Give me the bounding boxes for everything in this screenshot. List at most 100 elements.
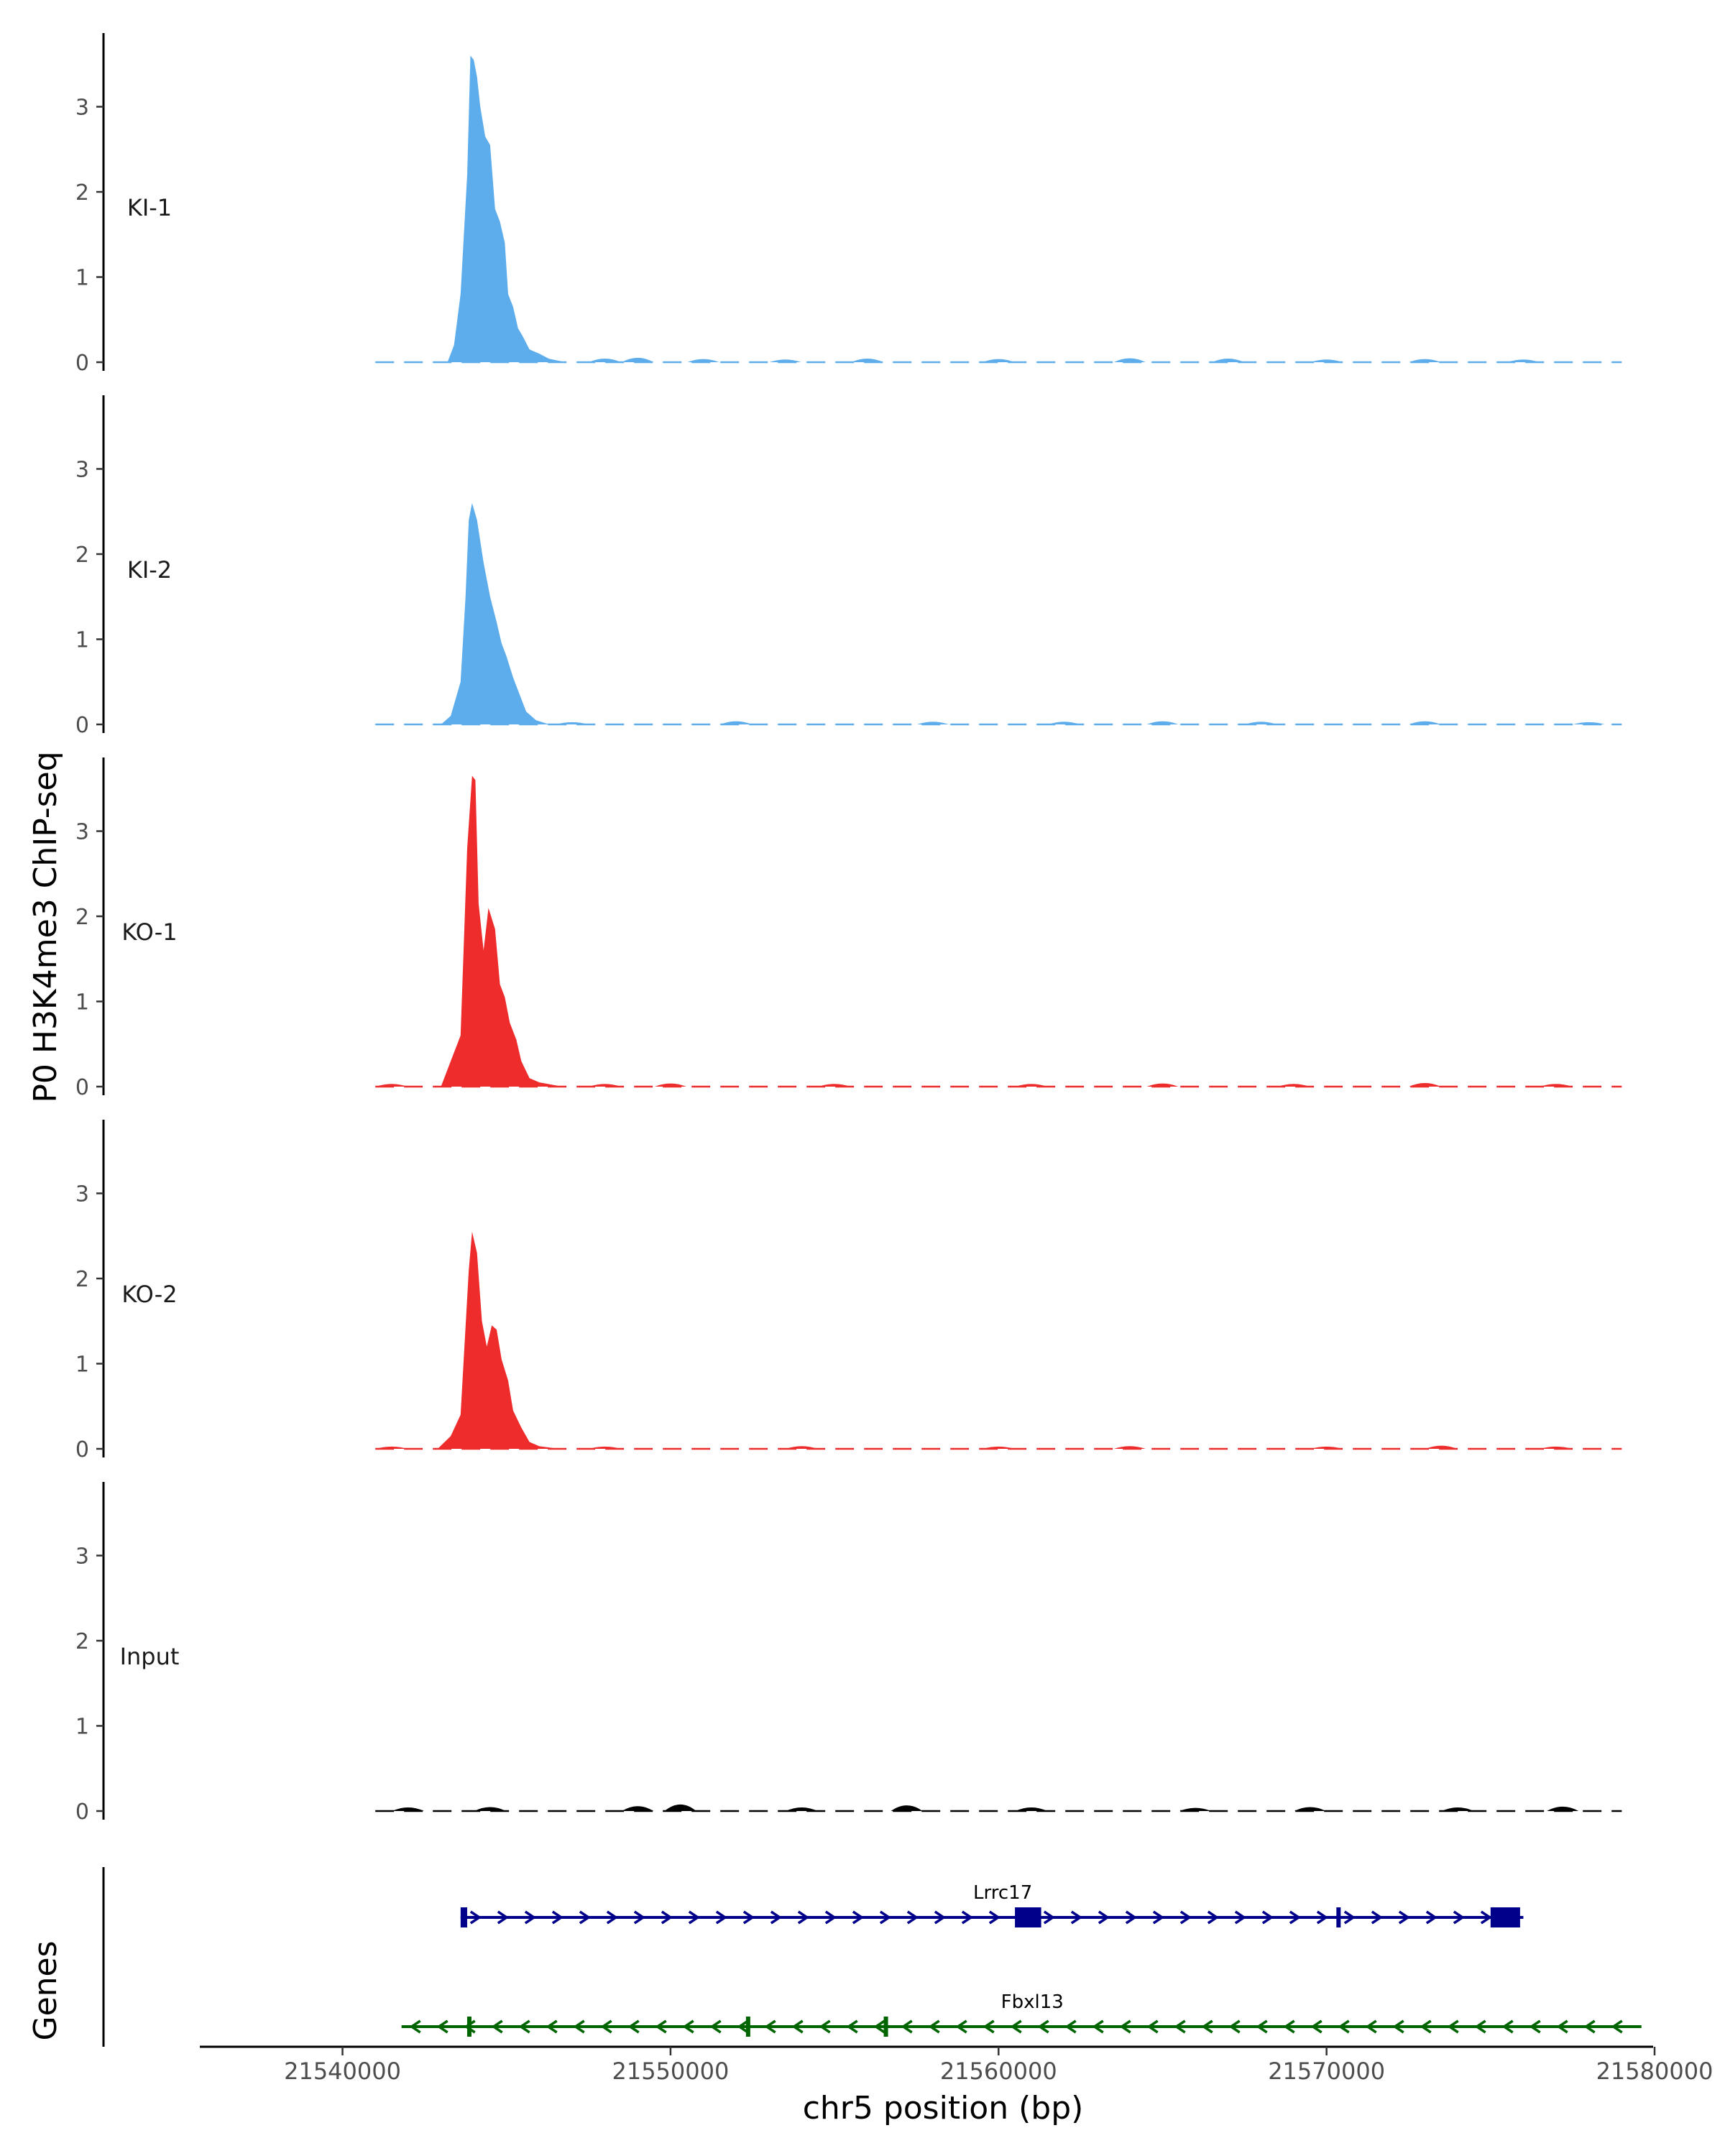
signal-bump [1409,721,1441,724]
strand-arrow [961,1910,973,1925]
strand-arrow [983,2019,995,2034]
strand-arrow [852,1910,864,1925]
strand-arrow [1152,1910,1164,1925]
signal-bump [1507,359,1540,362]
signal-bump [786,1807,818,1811]
signal-bump [786,1446,818,1449]
strand-arrow [824,1910,837,1925]
x-tick-label: 21580000 [1596,2058,1714,2085]
strand-arrow [1365,2019,1377,2034]
y-tick-label: 0 [75,351,89,376]
strand-arrow [1556,2019,1568,2034]
track-ki-2: 0 1 2 3 KI-2 [75,395,1622,738]
strand-arrow [742,1910,755,1925]
strand-arrow [797,1910,809,1925]
strand-arrow [1398,1910,1410,1925]
strand-arrow [497,1910,509,1925]
strand-arrow [655,2019,667,2034]
strand-arrow [1207,1910,1219,1925]
strand-arrow [1043,1910,1055,1925]
strand-arrow [436,2019,448,2034]
strand-arrow [1583,2019,1596,2034]
track-ko-1: 0 1 2 3 KO-1 [75,757,1622,1100]
strand-arrow [1371,1910,1383,1925]
signal-bump [1409,1083,1441,1087]
strand-arrow [579,1910,591,1925]
signal-bump [1113,358,1146,362]
strand-arrow [1174,2019,1186,2034]
y-tick-label: 1 [75,628,89,653]
signal-bump [1278,1084,1310,1087]
gene-annotation-panel: Lrrc17 Fbxl13 [102,1867,1642,2047]
track-label: KI-2 [127,556,172,584]
strand-arrow [1501,2019,1514,2034]
signal-bump [1015,1807,1047,1811]
strand-arrow [606,1910,618,1925]
strand-arrow [1480,1910,1492,1925]
strand-arrow [1146,2019,1159,2034]
signal-bump [474,1807,506,1811]
signal-bump [1294,1807,1326,1811]
strand-arrow [1310,2019,1322,2034]
y-tick-label: 3 [75,1544,89,1570]
exon [466,2017,472,2037]
signal-bump [1540,1446,1573,1449]
strand-arrow [1234,1910,1246,1925]
track-label: KO-2 [121,1281,177,1308]
signal-bump [654,1083,686,1087]
y-tick-label: 2 [75,543,89,568]
strand-arrow [1338,2019,1350,2034]
y-tick-label: 2 [75,905,89,930]
strand-arrow [1283,2019,1295,2034]
y-tick-label: 0 [75,1800,89,1825]
genes-axis-title: Genes [27,1940,64,2040]
y-tick-label: 1 [75,1353,89,1378]
signal-bump [1245,722,1277,724]
strand-arrow [1098,1910,1110,1925]
signal-bump [1310,359,1343,362]
signal-bump [622,1806,654,1811]
signal-bump [556,722,588,724]
signal-bump [392,1807,424,1811]
signal-bump [1409,359,1441,362]
strand-arrow [1453,1910,1465,1925]
signal-bump [1425,1445,1458,1449]
x-tick-label: 21570000 [1268,2058,1385,2085]
strand-arrow [709,2019,722,2034]
signal-bump [769,359,801,362]
exon [745,2017,750,2037]
strand-arrow [1474,2019,1486,2034]
signal-bump [983,1446,1015,1449]
peak-area [441,502,550,724]
strand-arrow [770,1910,782,1925]
signal-bump [1146,721,1179,724]
signal-bump [1015,1084,1047,1087]
y-tick-label: 3 [75,458,89,483]
signal-bump [589,1446,621,1449]
exon [460,1907,467,1927]
strand-arrow [1289,1910,1301,1925]
signal-tracks: 0 1 2 3 KI-1 0 1 2 3 KI-2 0 1 2 3 KO-1 0 1 2 3 KO-2 0 1 2 3 Inpu… [75,33,1622,1825]
y-tick-label: 3 [75,820,89,845]
strand-arrow [1611,2019,1623,2034]
exon [883,2017,888,2037]
strand-arrow [1037,2019,1049,2034]
x-tick-label: 21560000 [940,2058,1057,2085]
strand-arrow [764,2019,776,2034]
signal-bump [1442,1807,1474,1811]
strand-arrow [1092,2019,1104,2034]
signal-bump [1547,1806,1579,1811]
strand-arrow [879,1910,891,1925]
strand-arrow [901,2019,913,2034]
signal-bump [664,1804,696,1811]
strand-arrow [573,2019,585,2034]
strand-arrow [1119,2019,1131,2034]
strand-arrow [469,1910,482,1925]
strand-arrow [928,2019,940,2034]
strand-arrow [1201,2019,1213,2034]
strand-arrow [524,1910,536,1925]
signal-bump [1573,722,1605,724]
strand-arrow [1064,2019,1077,2034]
gene-fbxl13: Fbxl13 [401,1991,1642,2037]
